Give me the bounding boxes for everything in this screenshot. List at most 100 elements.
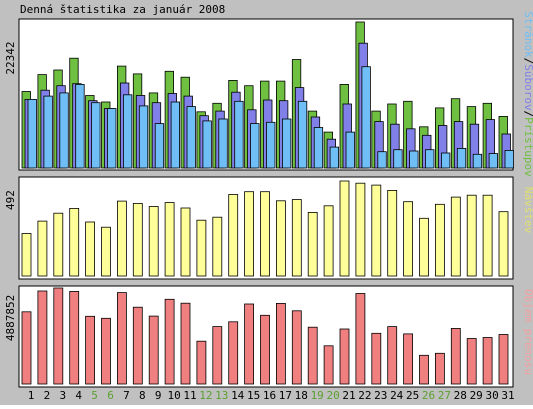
- bar-pages: [154, 123, 165, 169]
- bar-traffic: [291, 310, 302, 385]
- bar-traffic: [69, 290, 80, 385]
- bar-pages: [281, 118, 292, 169]
- bar-visits: [371, 184, 382, 277]
- bar-visits: [37, 220, 48, 277]
- bar-traffic: [21, 311, 32, 385]
- y-max-label-traffic: 4887852: [4, 295, 17, 341]
- bar-visits: [228, 194, 239, 277]
- x-tick-label: 28: [454, 389, 467, 402]
- bar-pages: [59, 92, 69, 169]
- bar-visits: [244, 191, 255, 277]
- bar-visits: [117, 200, 127, 277]
- x-tick-label: 19: [311, 389, 324, 402]
- bar-pages: [329, 146, 340, 169]
- bar-traffic: [101, 317, 111, 385]
- x-tick-label: 30: [485, 389, 498, 402]
- bar-traffic: [132, 306, 143, 385]
- x-tick-label: 11: [183, 389, 196, 402]
- side-label-hits: Stránok/Súborov/Prístupov: [522, 11, 533, 177]
- chart-title: Denná štatistika za január 2008: [20, 3, 225, 16]
- bar-traffic: [260, 314, 270, 385]
- bar-pages: [297, 100, 308, 169]
- bar-pages: [43, 95, 53, 169]
- bar-pages: [218, 118, 228, 169]
- x-tick-label: 6: [107, 389, 114, 402]
- x-tick-label: 27: [438, 389, 451, 402]
- bar-traffic: [323, 345, 334, 385]
- bar-visits: [21, 233, 32, 277]
- x-tick-labels: 1 2 3 4 5 6 7 8 9 10 11 12 13 14 15 16 17 18 19 20 21 22 23 24 2…: [28, 389, 515, 402]
- x-tick-label: 18: [295, 389, 308, 402]
- bar-visits: [355, 182, 366, 277]
- bar-visits: [275, 200, 286, 277]
- bar-traffic: [85, 315, 95, 385]
- bar-pages: [472, 153, 483, 169]
- bar-traffic: [339, 328, 350, 385]
- bar-visits: [53, 212, 64, 277]
- bar-traffic: [244, 303, 255, 385]
- x-tick-label: 14: [231, 389, 245, 402]
- bar-visits: [164, 202, 175, 277]
- bar-traffic: [450, 327, 461, 385]
- bar-visits: [148, 206, 159, 277]
- x-tick-label: 3: [59, 389, 66, 402]
- bar-traffic: [403, 333, 414, 385]
- x-tick-label: 13: [215, 389, 228, 402]
- bar-visits: [196, 219, 207, 277]
- bar-pages: [488, 153, 499, 169]
- bar-traffic: [148, 315, 159, 385]
- bar-pages: [234, 100, 244, 169]
- bar-pages: [393, 149, 403, 169]
- bar-visits: [323, 205, 334, 277]
- bar-visits: [307, 211, 318, 277]
- side-label-prist: Prístupov: [522, 117, 533, 177]
- x-tick-label: 1: [28, 389, 35, 402]
- side-label-files: Súborov: [522, 64, 533, 111]
- x-tick-label: 22: [358, 389, 371, 402]
- bar-pages: [266, 121, 276, 169]
- bar-pages: [504, 149, 514, 169]
- side-label-traffic: Objem prenosu: [522, 289, 533, 375]
- x-tick-label: 31: [501, 389, 514, 402]
- y-max-label-hits: 22342: [4, 41, 17, 74]
- bar-pages: [345, 131, 355, 169]
- bar-visits: [450, 196, 461, 277]
- x-tick-label: 4: [75, 389, 82, 402]
- bar-pages: [440, 152, 451, 169]
- x-tick-label: 8: [139, 389, 146, 402]
- bars-traffic-group: [21, 287, 509, 385]
- bar-visits: [387, 189, 398, 277]
- bar-traffic: [196, 340, 207, 385]
- bar-traffic: [371, 332, 382, 385]
- bar-traffic: [164, 298, 175, 385]
- x-tick-label: 5: [91, 389, 98, 402]
- bar-pages: [250, 123, 260, 169]
- x-tick-label: 24: [390, 389, 404, 402]
- y-max-label-visits: 492: [4, 190, 17, 210]
- bar-pages: [107, 108, 117, 169]
- bars-visits-group: [21, 180, 509, 277]
- bar-pages: [456, 147, 467, 169]
- bar-pages: [75, 84, 85, 169]
- bar-visits: [403, 201, 414, 277]
- x-tick-label: 20: [326, 389, 339, 402]
- side-label-pages: Stránok: [522, 11, 533, 58]
- bar-visits: [466, 194, 477, 277]
- bar-traffic: [212, 326, 223, 385]
- bar-pages: [170, 101, 181, 169]
- bar-visits: [498, 211, 509, 277]
- bar-pages: [377, 151, 387, 169]
- bar-pages: [313, 127, 324, 169]
- bar-visits: [339, 180, 350, 277]
- bar-pages: [27, 99, 37, 169]
- bars-hits-group: [21, 21, 514, 169]
- bar-traffic: [419, 354, 429, 385]
- bar-visits: [180, 207, 191, 277]
- x-tick-label: 25: [406, 389, 419, 402]
- x-tick-label: 21: [342, 389, 355, 402]
- x-tick-label: 17: [279, 389, 292, 402]
- bar-pages: [138, 105, 149, 169]
- bar-visits: [291, 199, 302, 277]
